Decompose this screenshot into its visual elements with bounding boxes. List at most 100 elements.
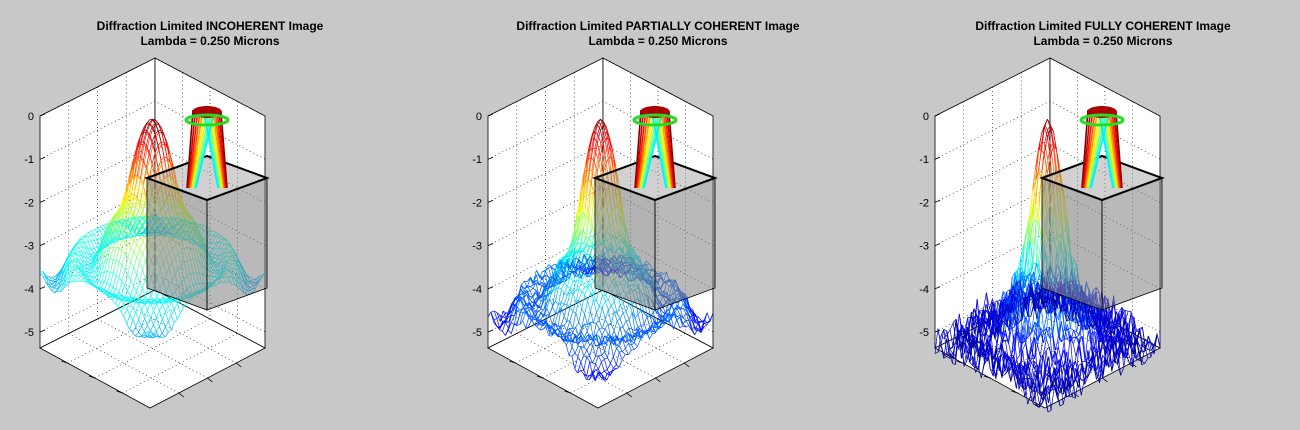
mesh-segment — [159, 299, 163, 302]
mesh-segment — [108, 226, 113, 237]
mesh-segment — [81, 251, 85, 253]
mesh-segment — [106, 292, 110, 295]
mesh-segment — [155, 119, 159, 124]
mesh-segment — [127, 280, 132, 292]
mesh-segment — [48, 279, 53, 285]
mesh-segment — [104, 281, 108, 284]
mesh-segment — [620, 303, 624, 305]
mesh-segment — [95, 267, 100, 271]
mesh-segment — [118, 298, 122, 301]
z-tick-label: -5 — [472, 327, 482, 339]
mesh-segment — [136, 301, 140, 304]
mesh-segment — [45, 281, 49, 287]
mesh-segment — [132, 228, 137, 235]
mesh-segment — [152, 126, 156, 135]
mesh-segment — [95, 281, 99, 287]
mesh-segment — [98, 255, 103, 260]
mesh-segment — [141, 309, 145, 319]
mesh-segment — [72, 253, 76, 257]
mesh-segment — [112, 275, 117, 288]
mesh-segment — [144, 318, 148, 326]
mesh-segment — [135, 319, 140, 327]
mesh-segment — [106, 272, 111, 284]
mesh-segment — [166, 157, 171, 162]
x-tick-mark — [116, 390, 123, 394]
mesh-segment — [86, 281, 90, 285]
mesh-segment — [104, 259, 108, 272]
mesh-segment — [117, 211, 121, 217]
mesh-segment — [99, 245, 104, 249]
mesh-segment — [117, 299, 122, 307]
mesh-segment — [174, 299, 178, 303]
mesh-segment — [129, 202, 133, 209]
mesh-segment — [166, 157, 171, 176]
mesh-segment — [84, 267, 88, 272]
mesh-segment — [173, 309, 178, 320]
mesh-segment — [142, 240, 147, 248]
mesh-segment — [81, 251, 86, 258]
mesh-segment — [147, 336, 151, 338]
mesh-segment — [66, 272, 70, 274]
mesh-segment — [130, 286, 134, 297]
mesh-segment — [93, 252, 97, 255]
mesh-segment — [142, 167, 147, 186]
mesh-segment — [516, 324, 520, 326]
mesh-segment — [71, 268, 76, 271]
mesh-segment — [115, 262, 120, 276]
mesh-segment — [139, 262, 143, 271]
mesh-segment — [138, 335, 142, 338]
mesh-segment — [537, 308, 542, 312]
mesh-segment — [131, 163, 136, 179]
y-tick-mark — [178, 392, 184, 398]
mesh-segment — [92, 270, 97, 278]
floor — [487, 289, 714, 409]
mesh-segment — [104, 249, 108, 263]
mesh-segment — [72, 249, 77, 253]
mesh-segment — [132, 319, 137, 327]
mesh-segment — [516, 299, 521, 308]
mesh-segment — [131, 161, 135, 179]
mesh-segment — [580, 251, 585, 255]
mesh-segment — [119, 199, 124, 208]
mesh-segment — [165, 306, 169, 312]
mesh-segment — [69, 261, 73, 263]
mesh-segment — [142, 288, 146, 297]
mesh-segment — [133, 220, 137, 226]
mesh-segment — [135, 304, 140, 313]
mesh-segment — [158, 326, 163, 334]
mesh-segment — [138, 331, 142, 337]
mesh-segment — [136, 230, 140, 235]
mesh-segment — [168, 299, 173, 303]
mesh-segment — [137, 174, 141, 180]
mesh-segment — [163, 175, 168, 180]
mesh-segment — [158, 123, 162, 129]
mesh-segment — [121, 250, 126, 254]
mesh-segment — [124, 236, 128, 239]
mesh-segment — [96, 246, 101, 251]
mesh-segment — [142, 246, 147, 254]
mesh-segment — [42, 275, 47, 278]
mesh-segment — [125, 192, 130, 202]
mesh-segment — [89, 281, 93, 285]
mesh-segment — [106, 292, 110, 295]
mesh-segment — [140, 127, 145, 136]
mesh-segment — [149, 124, 154, 130]
mesh-segment — [45, 277, 50, 285]
mesh-segment — [159, 310, 163, 320]
z-tick-label: -3 — [24, 241, 34, 253]
mesh-segment — [159, 297, 163, 300]
mesh-segment — [135, 299, 140, 303]
mesh-segment — [84, 261, 88, 265]
mesh-segment — [89, 271, 94, 277]
mesh-segment — [124, 235, 129, 242]
mesh-segment — [48, 286, 52, 291]
mesh-segment — [96, 249, 100, 255]
mesh-segment — [120, 299, 125, 305]
mesh-segment — [90, 254, 94, 257]
mesh-segment — [146, 122, 150, 131]
mesh-segment — [121, 265, 126, 270]
mesh-segment — [95, 274, 99, 277]
mesh-segment — [170, 155, 174, 167]
mesh-segment — [112, 287, 117, 290]
